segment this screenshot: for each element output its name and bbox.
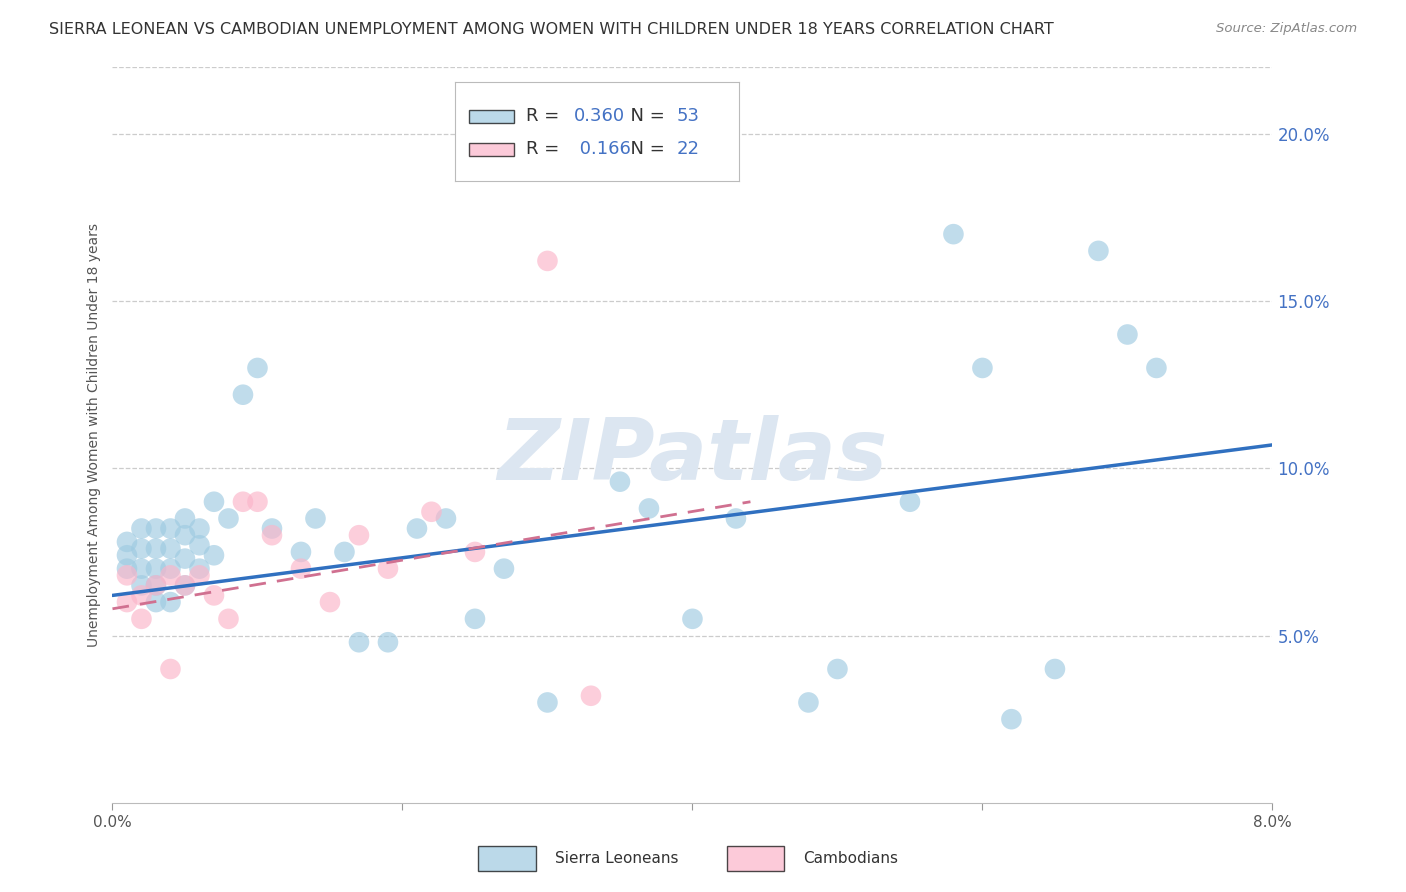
- Point: [131, 562, 153, 576]
- Point: [218, 511, 240, 525]
- Point: [304, 511, 326, 525]
- Point: [290, 562, 312, 576]
- Point: [1144, 360, 1167, 375]
- Point: [464, 545, 486, 559]
- Point: [638, 501, 661, 516]
- Point: [827, 662, 849, 676]
- Point: [377, 635, 399, 649]
- Point: [464, 612, 486, 626]
- Point: [188, 568, 211, 582]
- Point: [145, 541, 167, 556]
- Point: [131, 612, 153, 626]
- Y-axis label: Unemployment Among Women with Children Under 18 years: Unemployment Among Women with Children U…: [87, 223, 101, 647]
- Point: [347, 635, 370, 649]
- Point: [202, 494, 225, 508]
- Point: [131, 589, 153, 603]
- Point: [131, 521, 153, 535]
- Text: SIERRA LEONEAN VS CAMBODIAN UNEMPLOYMENT AMONG WOMEN WITH CHILDREN UNDER 18 YEAR: SIERRA LEONEAN VS CAMBODIAN UNEMPLOYMENT…: [49, 22, 1054, 37]
- Point: [174, 551, 197, 566]
- Point: [174, 578, 197, 592]
- Point: [115, 534, 138, 549]
- Point: [232, 494, 254, 508]
- Text: Source: ZipAtlas.com: Source: ZipAtlas.com: [1216, 22, 1357, 36]
- Text: Cambodians: Cambodians: [803, 851, 898, 866]
- FancyBboxPatch shape: [727, 847, 785, 871]
- Point: [232, 387, 254, 401]
- Point: [260, 521, 283, 535]
- Point: [260, 528, 283, 542]
- Point: [1000, 712, 1022, 726]
- Point: [347, 528, 370, 542]
- Point: [188, 562, 211, 576]
- Point: [579, 689, 602, 703]
- Point: [159, 562, 181, 576]
- Point: [492, 562, 515, 576]
- Point: [159, 595, 181, 609]
- Point: [159, 662, 181, 676]
- Point: [202, 548, 225, 563]
- Point: [246, 360, 269, 375]
- Point: [145, 578, 167, 592]
- Point: [188, 521, 211, 535]
- Text: ZIPatlas: ZIPatlas: [498, 416, 887, 499]
- Point: [682, 612, 704, 626]
- Point: [377, 562, 399, 576]
- Text: Sierra Leoneans: Sierra Leoneans: [555, 851, 678, 866]
- Point: [333, 545, 356, 559]
- Point: [159, 568, 181, 582]
- Point: [797, 696, 820, 710]
- Point: [942, 227, 965, 241]
- Point: [898, 494, 921, 508]
- Point: [1043, 662, 1066, 676]
- Point: [115, 548, 138, 563]
- Point: [202, 589, 225, 603]
- Point: [115, 595, 138, 609]
- Point: [145, 595, 167, 609]
- Point: [188, 538, 211, 552]
- Point: [246, 494, 269, 508]
- Point: [536, 253, 558, 268]
- Point: [174, 528, 197, 542]
- Point: [159, 521, 181, 535]
- Point: [1087, 244, 1109, 258]
- Point: [145, 521, 167, 535]
- Point: [131, 578, 153, 592]
- Point: [145, 578, 167, 592]
- Point: [115, 568, 138, 582]
- Point: [972, 360, 994, 375]
- Point: [319, 595, 342, 609]
- Point: [174, 578, 197, 592]
- Point: [145, 562, 167, 576]
- Point: [406, 521, 429, 535]
- Point: [420, 505, 443, 519]
- FancyBboxPatch shape: [478, 847, 536, 871]
- Point: [724, 511, 747, 525]
- Point: [1116, 327, 1139, 342]
- Point: [174, 511, 197, 525]
- Point: [609, 475, 631, 489]
- Point: [115, 562, 138, 576]
- Point: [218, 612, 240, 626]
- Point: [290, 545, 312, 559]
- Point: [159, 541, 181, 556]
- Point: [536, 696, 558, 710]
- Point: [434, 511, 457, 525]
- Point: [131, 541, 153, 556]
